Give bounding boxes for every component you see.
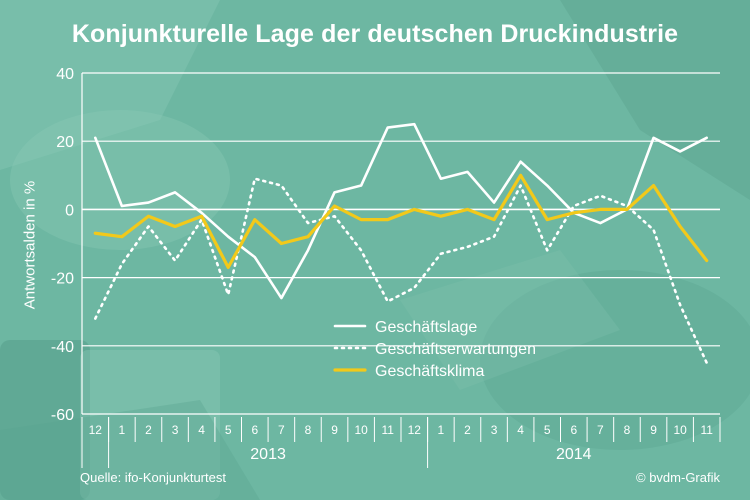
- series-line-3: [93, 173, 709, 269]
- x-tick-label: 4: [517, 423, 524, 437]
- x-tick-label: 4: [198, 423, 205, 437]
- credit-note: © bvdm-Grafik: [636, 470, 720, 485]
- x-tick-label: 11: [381, 423, 394, 437]
- x-tick-label: 12: [408, 423, 422, 437]
- legend-label: Geschäftserwartungen: [375, 341, 536, 358]
- series-line-2: [93, 177, 709, 365]
- x-tick-label: 9: [331, 423, 338, 437]
- x-tick-label: 1: [119, 423, 126, 437]
- y-tick-label: -60: [51, 407, 74, 424]
- x-tick-label: 6: [251, 423, 258, 437]
- data-series: [93, 122, 709, 365]
- x-tick-label: 10: [673, 423, 687, 437]
- source-note: Quelle: ifo-Konjunkturtest: [80, 470, 226, 485]
- y-tick-label: 40: [56, 66, 74, 83]
- x-tick-label: 2: [145, 423, 152, 437]
- y-tick-label: -40: [51, 339, 74, 356]
- y-tick-label: -20: [51, 271, 74, 288]
- x-tick-label: 3: [172, 423, 179, 437]
- y-axis-label: Antwortsalden in %: [21, 180, 39, 310]
- x-tick-label: 2: [464, 423, 471, 437]
- x-tick-label: 11: [700, 423, 713, 437]
- x-tick-label: 6: [570, 423, 577, 437]
- x-tick-label: 7: [597, 423, 604, 437]
- year-label: 2014: [556, 446, 592, 463]
- legend-label: Geschäftslage: [375, 319, 477, 336]
- legend-label: Geschäftsklima: [375, 363, 484, 380]
- x-tick-label: 1: [438, 423, 445, 437]
- x-tick-label: 3: [491, 423, 498, 437]
- x-tick-label: 10: [354, 423, 368, 437]
- y-tick-labels: -60 -40 -20 0 20 40: [51, 66, 74, 424]
- series-line-1: [93, 122, 709, 300]
- chart-title: Konjunkturelle Lage der deutschen Drucki…: [71, 20, 679, 48]
- x-tick-label: 5: [225, 423, 232, 437]
- y-tick-label: 0: [65, 202, 74, 219]
- x-tick-label: 9: [650, 423, 657, 437]
- legend: Geschäftslage Geschäftserwartungen Geschäf…: [333, 319, 536, 380]
- x-tick-label: 5: [544, 423, 551, 437]
- x-tick-label: 8: [305, 423, 312, 437]
- grid-lines: [81, 72, 720, 415]
- x-tick-label: 12: [89, 423, 103, 437]
- x-tick-label: 7: [278, 423, 285, 437]
- year-label: 2013: [250, 446, 286, 463]
- x-tick-label: 8: [624, 423, 631, 437]
- y-tick-label: 20: [56, 134, 74, 151]
